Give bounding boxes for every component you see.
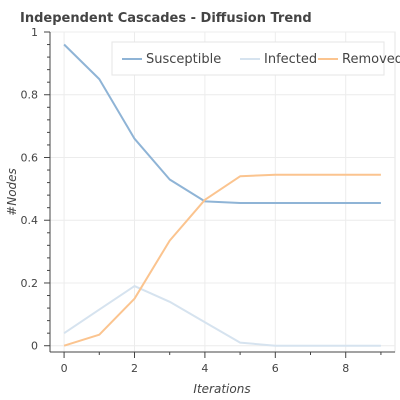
legend-label-infected: Infected xyxy=(264,52,317,67)
series-line-infected xyxy=(63,285,381,347)
grid-lines xyxy=(50,31,395,352)
y-tick-label: 0.6 xyxy=(21,151,39,164)
y-axis-label: #Nodes xyxy=(5,168,19,216)
legend: Susceptible Infected Removed xyxy=(111,41,400,76)
x-tick-label: 2 xyxy=(131,362,138,375)
series-line-removed xyxy=(63,173,381,347)
x-ticks: 0 2 4 6 8 xyxy=(61,352,382,375)
legend-label-removed: Removed xyxy=(342,52,400,67)
y-ticks: 0 0.2 0.4 0.6 0.8 1 xyxy=(21,26,50,353)
legend-label-susceptible: Susceptible xyxy=(146,52,221,67)
x-axis-label: Iterations xyxy=(193,382,250,396)
y-tick-label: 0.4 xyxy=(21,214,39,227)
axes xyxy=(49,32,395,353)
x-tick-label: 4 xyxy=(201,362,208,375)
x-tick-label: 0 xyxy=(61,362,68,375)
chart-title: Independent Cascades - Diffusion Trend xyxy=(20,11,312,26)
y-tick-label: 0 xyxy=(31,340,38,353)
plot-frame xyxy=(49,31,396,353)
y-tick-label: 0.2 xyxy=(21,277,39,290)
y-tick-label: 0.8 xyxy=(21,89,39,102)
x-tick-label: 8 xyxy=(342,362,349,375)
series-lines xyxy=(63,43,381,347)
x-tick-label: 6 xyxy=(272,362,279,375)
series-line-susceptible xyxy=(63,43,381,204)
y-tick-label: 1 xyxy=(31,26,38,39)
